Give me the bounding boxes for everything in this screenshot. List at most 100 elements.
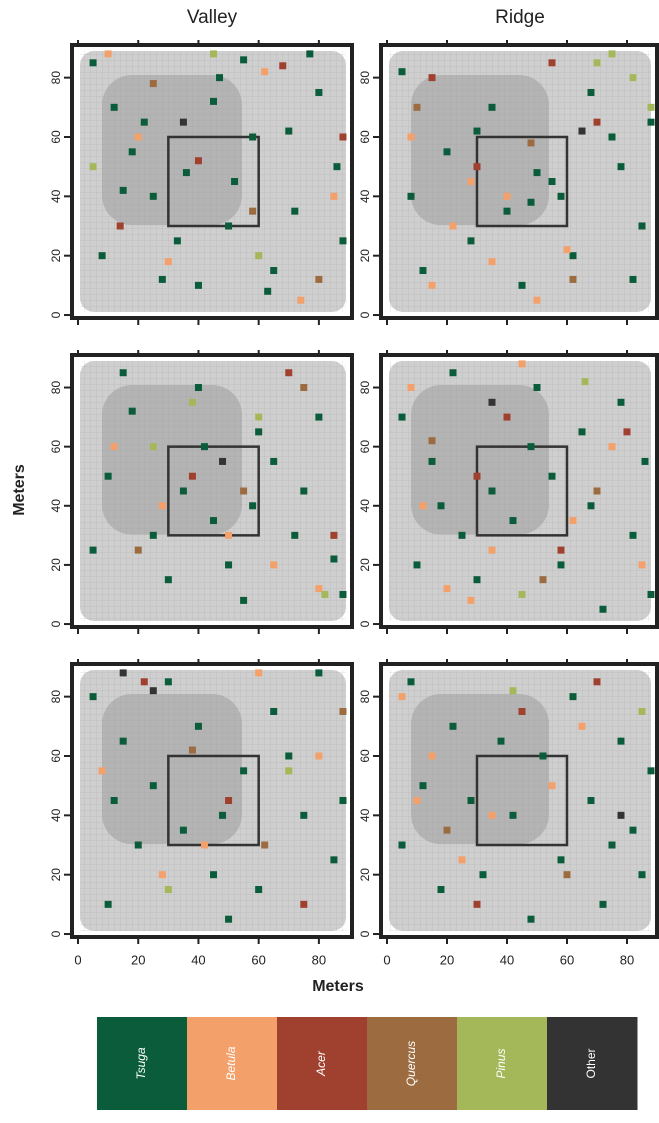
y-tick-label: 80 [358,71,372,85]
tree-point [647,590,655,598]
tree-point [158,502,166,510]
tree-point [249,133,257,141]
tree-point [300,900,308,908]
tree-point [104,900,112,908]
tree-point [110,797,118,804]
tree-point [104,472,112,480]
tree-point [321,590,329,598]
tree-point [608,133,616,141]
tree-point [503,413,511,421]
legend-label: Tsuga [134,1047,148,1080]
tree-point [533,384,541,392]
tree-point [578,722,586,730]
tree-point [261,841,269,849]
tree-point [300,487,308,495]
y-tick-label: 80 [49,381,63,395]
tree-point [533,169,541,177]
tree-point [623,428,631,436]
tree-point [255,252,263,260]
tree-point [200,443,208,451]
y-tick-label: 40 [49,808,63,822]
tree-point [467,178,475,185]
tree-point [179,118,187,126]
tree-point [210,50,218,58]
legend-label: Pinus [494,1048,508,1078]
tree-point [225,531,233,539]
highlight-box [475,135,569,228]
highlight-box [167,445,260,537]
tree-point [339,797,347,804]
tree-point [449,722,457,730]
y-tick-label: 20 [358,558,372,572]
y-tick-label: 80 [49,71,63,85]
tree-point [315,88,323,96]
tree-point [398,841,406,849]
tree-point [563,871,571,879]
tree-point [119,186,127,194]
tree-point [407,384,415,392]
tree-point [89,693,97,701]
tree-point [548,782,556,790]
tree-point [473,472,481,480]
tree-point [89,163,97,171]
x-tick-label: 80 [620,952,634,967]
y-tick-label: 0 [358,930,372,937]
x-tick-label: 40 [500,952,514,967]
tree-point [179,826,187,834]
tree-point [240,56,248,64]
tree-point [641,457,649,465]
grid-overlay [389,361,651,621]
tree-point [149,782,157,790]
y-tick-label: 0 [49,620,63,627]
tree-point [527,443,535,451]
tree-point [173,237,181,245]
tree-point [285,752,293,760]
tree-point [128,407,136,415]
tree-point [249,502,257,510]
tree-point [548,59,556,67]
tree-point [270,561,278,569]
tree-point [339,707,347,715]
tree-point [339,590,347,598]
y-tick-label: 60 [49,749,63,763]
legend-swatch [367,1017,458,1110]
tree-point [231,178,239,185]
tree-point [638,707,646,715]
tree-point [128,148,136,156]
tree-point [291,531,299,539]
tree-point [578,428,586,436]
tree-point [330,192,338,200]
tree-point [188,398,196,406]
grid-overlay [80,670,346,931]
y-tick-label: 40 [49,189,63,203]
tree-point [569,252,577,260]
tree-point [255,669,263,677]
tree-point [110,443,118,451]
tree-point [249,207,257,215]
tree-point [638,561,646,569]
x-tick-label: 60 [560,952,574,967]
tree-point [270,707,278,715]
tree-point [629,531,637,539]
tree-point [413,797,421,804]
tree-point [240,596,248,604]
tree-point [473,576,481,584]
tree-point [587,88,595,96]
tree-point [330,856,338,864]
tree-point [279,62,287,70]
legend-swatch [277,1017,368,1110]
y-tick-label: 0 [49,930,63,937]
x-tick-label: 60 [251,952,265,967]
tree-point [581,378,589,386]
highlight-box [167,135,260,228]
tree-point [134,133,142,141]
tree-point [539,576,547,584]
tree-point [488,258,496,266]
tree-point [219,811,227,819]
tree-point [458,531,466,539]
highlight-box [475,445,569,537]
tree-point [89,546,97,554]
tree-point [119,669,127,677]
y-tick-label: 0 [49,311,63,318]
